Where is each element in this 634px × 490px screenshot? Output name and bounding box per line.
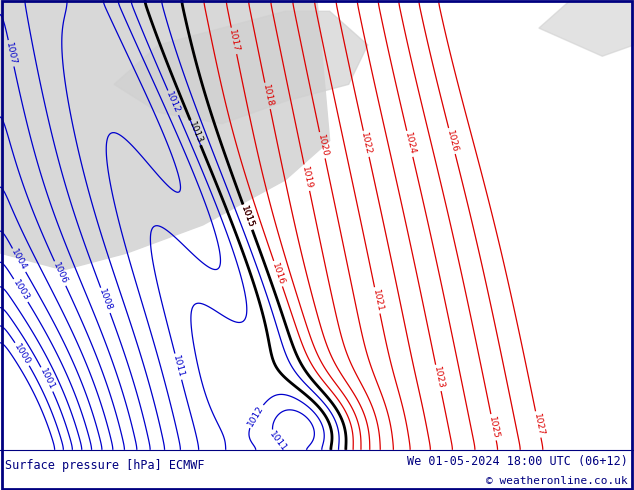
Text: 1027: 1027 — [531, 412, 545, 437]
Text: 1011: 1011 — [268, 430, 288, 453]
Text: We 01-05-2024 18:00 UTC (06+12): We 01-05-2024 18:00 UTC (06+12) — [407, 455, 628, 468]
Text: 1017: 1017 — [227, 29, 241, 53]
Text: 1000: 1000 — [12, 342, 32, 367]
Text: 1007: 1007 — [4, 41, 18, 66]
Text: 1025: 1025 — [487, 415, 500, 440]
Polygon shape — [539, 0, 634, 56]
Text: 1003: 1003 — [11, 278, 30, 303]
Text: 1015: 1015 — [240, 205, 256, 229]
Polygon shape — [114, 11, 368, 123]
Text: 1019: 1019 — [300, 166, 314, 190]
Text: 1023: 1023 — [432, 366, 445, 390]
Polygon shape — [0, 0, 330, 270]
Text: 1012: 1012 — [165, 91, 182, 115]
Text: 1011: 1011 — [171, 354, 186, 379]
Text: 1006: 1006 — [51, 261, 69, 286]
Text: 1020: 1020 — [316, 133, 329, 157]
Text: 1008: 1008 — [97, 288, 113, 313]
Text: 1013: 1013 — [187, 121, 204, 145]
Text: 1012: 1012 — [246, 404, 265, 428]
Text: 1004: 1004 — [10, 248, 29, 272]
Text: 1026: 1026 — [445, 129, 459, 153]
Text: 1022: 1022 — [359, 132, 373, 156]
Text: © weatheronline.co.uk: © weatheronline.co.uk — [486, 476, 628, 486]
Text: 1021: 1021 — [370, 288, 384, 313]
Text: 1015: 1015 — [240, 205, 256, 229]
Text: 1024: 1024 — [403, 132, 417, 156]
Text: 1016: 1016 — [270, 261, 286, 286]
Text: Surface pressure [hPa] ECMWF: Surface pressure [hPa] ECMWF — [5, 459, 205, 471]
Text: 1018: 1018 — [261, 84, 275, 108]
Text: 1001: 1001 — [38, 367, 56, 392]
